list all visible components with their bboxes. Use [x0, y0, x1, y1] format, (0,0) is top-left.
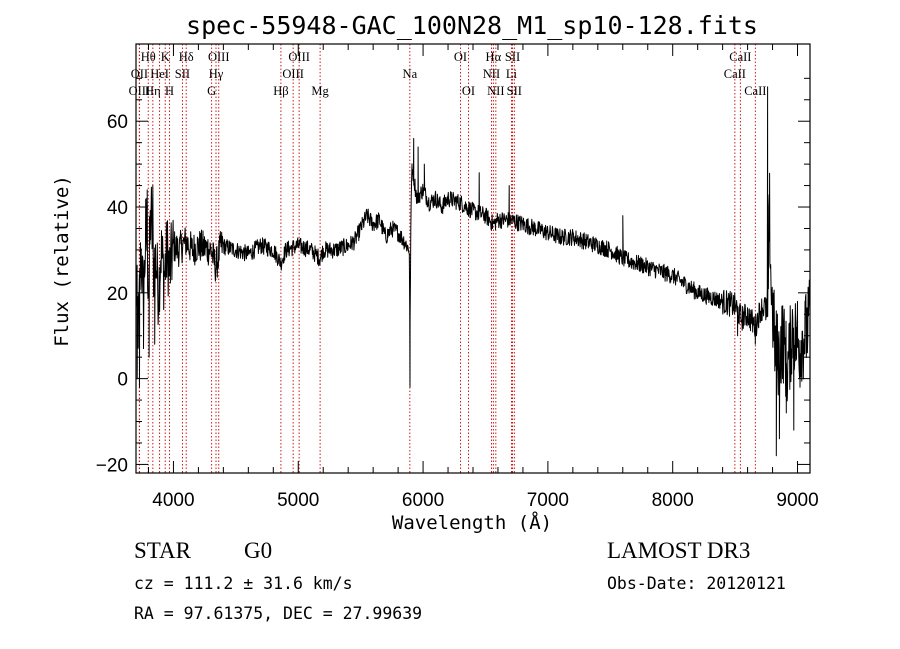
line-label: SII	[175, 67, 190, 81]
x-axis-label: Wavelength (Å)	[392, 511, 552, 534]
x-tick-label: 7000	[527, 490, 569, 511]
chart-title: spec-55948-GAC_100N28_M1_sp10-128.fits	[186, 11, 758, 40]
line-label: OI	[462, 84, 475, 98]
line-label: Hδ	[179, 50, 194, 64]
line-label: H	[165, 84, 174, 98]
line-label: Hα	[486, 50, 502, 64]
line-label: Li	[506, 67, 518, 81]
line-label: Hβ	[273, 84, 288, 98]
observation-date: Obs-Date: 20120121	[607, 574, 786, 593]
y-tick-label: 20	[107, 284, 128, 305]
line-label: HeI	[150, 67, 169, 81]
line-label: Hγ	[209, 67, 224, 81]
line-label: CaII	[744, 84, 766, 98]
redshift-velocity: cz = 111.2 ± 31.6 km/s	[134, 574, 353, 593]
x-axis-ticks: 4000 5000 6000 7000 8000 9000	[147, 44, 819, 511]
line-label: OIII	[208, 50, 230, 64]
spectral-line-markers	[138, 44, 756, 473]
line-label: Na	[403, 67, 418, 81]
line-label: OIII	[282, 67, 304, 81]
object-class: STAR	[134, 538, 191, 563]
y-axis-ticks: −20 0 20 40 60	[96, 77, 810, 476]
line-label: NII	[487, 84, 504, 98]
survey-name: LAMOST DR3	[607, 538, 751, 563]
spectrum-line	[135, 86, 811, 457]
line-label: Mg	[311, 84, 329, 98]
x-tick-label: 4000	[152, 490, 194, 511]
line-label: CaII	[729, 50, 751, 64]
y-tick-label: 40	[107, 198, 128, 219]
line-label: OI	[454, 50, 467, 64]
line-label: Hη	[145, 84, 161, 98]
line-label: OII	[131, 67, 148, 81]
line-label: OIII	[129, 84, 151, 98]
line-label: OIII	[288, 50, 310, 64]
line-label: CaII	[724, 67, 746, 81]
line-label: Hθ	[141, 50, 156, 64]
x-tick-label: 6000	[402, 490, 444, 511]
y-tick-label: −20	[96, 455, 128, 476]
line-label: K	[161, 50, 170, 64]
line-label: SII	[507, 84, 522, 98]
object-subclass: G0	[244, 538, 273, 563]
x-tick-label: 9000	[776, 490, 818, 511]
plot-frame	[135, 43, 811, 474]
line-label: SII	[505, 50, 520, 64]
line-label: NII	[483, 67, 500, 81]
y-tick-label: 60	[107, 112, 128, 133]
y-axis-label: Flux (relative)	[51, 175, 73, 347]
y-tick-label: 0	[117, 370, 128, 391]
x-tick-label: 8000	[652, 490, 694, 511]
x-tick-label: 5000	[277, 490, 319, 511]
sky-coordinates: RA = 97.61375, DEC = 27.99639	[134, 604, 423, 623]
line-label: G	[207, 84, 216, 98]
